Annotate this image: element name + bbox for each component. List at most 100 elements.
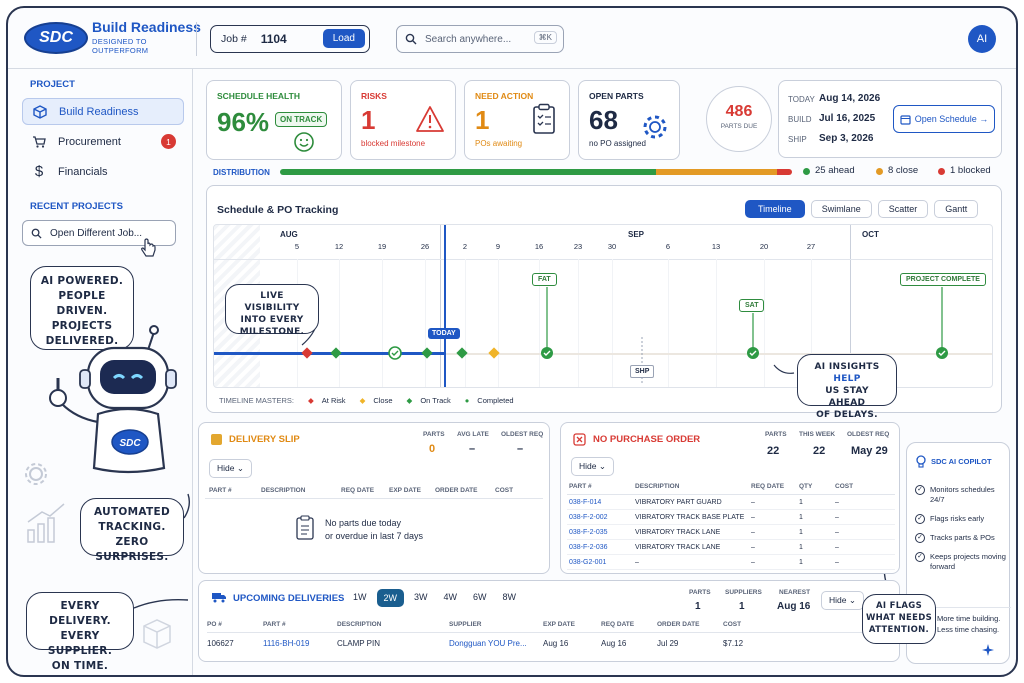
stat-value: 1 (695, 601, 701, 612)
open-different-job-button[interactable]: Open Different Job... (22, 220, 176, 246)
cost-cell: – (835, 558, 839, 566)
schedule-panel: Schedule & PO Tracking Timeline Swimlane… (206, 185, 1002, 420)
timeline-legend: TIMELINE MASTERS: ◆ At Risk ◆ Close ◆ On Tr… (219, 396, 514, 405)
panel-title: DELIVERY SLIP (229, 434, 300, 445)
upcoming-table: PO # PART # DESCRIPTION SUPPLIER EXP DAT… (207, 617, 867, 654)
hide-select[interactable]: Hide ⌄ (571, 457, 614, 476)
desc-cell: – (635, 558, 639, 566)
open-parts-card[interactable]: OPEN PARTS 68 no PO assigned (578, 80, 680, 160)
slip-icon (211, 434, 222, 445)
part-link[interactable]: 1116-BH-019 (263, 639, 310, 648)
table-header: PO # PART # DESCRIPTION SUPPLIER EXP DAT… (207, 617, 867, 633)
grid-line (465, 259, 466, 387)
risks-card[interactable]: RISKS 1 blocked milestone (350, 80, 456, 160)
tab-scatter[interactable]: Scatter (877, 200, 929, 218)
hide-select[interactable]: Hide ⌄ (821, 591, 864, 610)
schedule-health-card[interactable]: SCHEDULE HEALTH 96% ON TRACK (206, 80, 342, 160)
distribution-segment-close (656, 169, 777, 175)
stat-value: – (517, 443, 524, 455)
milestone-at-risk[interactable] (301, 347, 313, 359)
day-tick-label: 13 (711, 242, 721, 251)
range-8w[interactable]: 8W (496, 589, 522, 607)
part-link[interactable]: 038-F-014 (569, 498, 602, 506)
range-3w[interactable]: 3W (408, 589, 434, 607)
tab-swimlane[interactable]: Swimlane (810, 200, 872, 218)
table-row[interactable]: 106627 1116-BH-019 CLAMP PIN Dongguan YO… (207, 633, 867, 654)
kpi-sub: no PO assigned (589, 139, 646, 148)
milestone-project-complete[interactable] (936, 347, 948, 359)
kpi-value: 96% (217, 107, 270, 137)
milestone-on-track[interactable] (456, 347, 468, 359)
milestone-fat[interactable] (541, 347, 553, 359)
sidebar-item-build-readiness[interactable]: Build Readiness (22, 98, 184, 125)
supplier-link[interactable]: Dongguan YOU Pre... (449, 639, 527, 648)
qty-cell: 1 (799, 558, 803, 566)
copilot-list: ✓ Monitors schedules 24/7 ✓ Flags risks ear… (915, 485, 1007, 581)
sidebar-item-procurement[interactable]: Procurement 1 (22, 128, 184, 155)
sidebar-item-label: Build Readiness (59, 105, 139, 118)
stat-label: SUPPLIERS (725, 589, 762, 596)
hide-label: Hide (217, 463, 235, 473)
grid-line (498, 259, 499, 387)
range-2w[interactable]: 2W (376, 589, 404, 607)
callout-line: DELIVERED. (45, 335, 119, 347)
automated-tracking-callout: AUTOMATED TRACKING. ZERO SURPRISES. (80, 498, 184, 563)
part-link[interactable]: 038-F-2-002 (569, 513, 608, 521)
open-schedule-button[interactable]: Open Schedule → (893, 105, 995, 133)
range-1w[interactable]: 1W (347, 589, 373, 607)
part-link[interactable]: 038-F-2-035 (569, 528, 608, 536)
milestone-on-track[interactable] (330, 347, 342, 359)
user-avatar[interactable]: AI (968, 25, 996, 53)
kpi-value: 1 (361, 105, 376, 135)
need-action-card[interactable]: NEED ACTION 1 POs awaiting (464, 80, 570, 160)
app-title: Build Readiness (92, 19, 201, 35)
qty-cell: 1 (799, 498, 803, 506)
distribution-bar (280, 169, 792, 175)
tab-timeline[interactable]: Timeline (745, 200, 805, 218)
table-row[interactable]: 038-F-2-002 VIBRATORY TRACK BASE PLATE –1– (567, 510, 895, 525)
table-row[interactable]: 038-F-2-036 VIBRATORY TRACK LANE – 1 – (567, 540, 895, 555)
milestone-completed[interactable] (388, 346, 402, 360)
part-link[interactable]: 038-G2-001 (569, 558, 607, 566)
project-complete-label: PROJECT COMPLETE (900, 273, 986, 286)
procurement-badge: 1 (161, 134, 176, 149)
range-6w[interactable]: 6W (467, 589, 493, 607)
milestone-on-track[interactable] (421, 347, 433, 359)
order-cell: Jul 29 (657, 639, 679, 648)
legend-item: On Track (420, 396, 451, 405)
sidebar-item-financials[interactable]: $ Financials (22, 158, 184, 185)
qty-cell: 1 (799, 543, 803, 551)
grid-line (668, 259, 669, 387)
stat-value: 1 (739, 601, 745, 612)
job-input[interactable]: 1104 (260, 32, 287, 46)
callout-line: ZERO SURPRISES. (95, 536, 169, 563)
part-link[interactable]: 038-F-2-036 (569, 543, 608, 551)
blocked-dot (938, 168, 945, 175)
search-bar[interactable]: Search anywhere... ⌘K (396, 25, 564, 53)
callout-highlight: HELP (833, 374, 861, 384)
tab-gantt[interactable]: Gantt (934, 200, 979, 218)
parts-due-circle[interactable]: 486 PARTS DUE (706, 86, 772, 152)
table-row[interactable]: 038-F-014 VIBRATORY PART GUARD – 1 – (567, 495, 895, 510)
grid-line (539, 259, 540, 387)
milestone-sat[interactable] (747, 347, 759, 359)
timeline-area: AUG SEP OCT 5 12 19 26 2 9 16 23 30 6 13 20 27 TODAY (213, 224, 993, 388)
stat-label: PARTS (423, 431, 445, 438)
lightbulb-icon (916, 455, 926, 468)
table-row[interactable]: 038-F-2-035 VIBRATORY TRACK LANE – 1 – (567, 525, 895, 540)
kpi-label: OPEN PARTS (589, 91, 644, 101)
column-header: PART # (263, 621, 286, 628)
range-4w[interactable]: 4W (437, 589, 463, 607)
desc-cell: VIBRATORY TRACK LANE (635, 528, 721, 536)
day-tick-label: 23 (573, 242, 583, 251)
table-row[interactable]: 038-G2-001 – – 1 – (567, 555, 895, 570)
live-visibility-callout: LIVE VISIBILITY INTO EVERY MILESTONE. (225, 284, 319, 337)
delivery-slip-panel: DELIVERY SLIP PARTS 0 AVG LATE – OLDEST … (198, 422, 550, 574)
grid-line (339, 259, 340, 387)
table-header: PART # DESCRIPTION REQ DATE EXP DATE ORD… (205, 483, 543, 499)
milestone-close[interactable] (488, 347, 500, 359)
column-header: EXP DATE (389, 487, 421, 494)
hide-select[interactable]: Hide ⌄ (209, 459, 252, 478)
load-button[interactable]: Load (322, 29, 365, 48)
ai-flags-callout: AI FLAGS WHAT NEEDS ATTENTION. (862, 594, 936, 644)
